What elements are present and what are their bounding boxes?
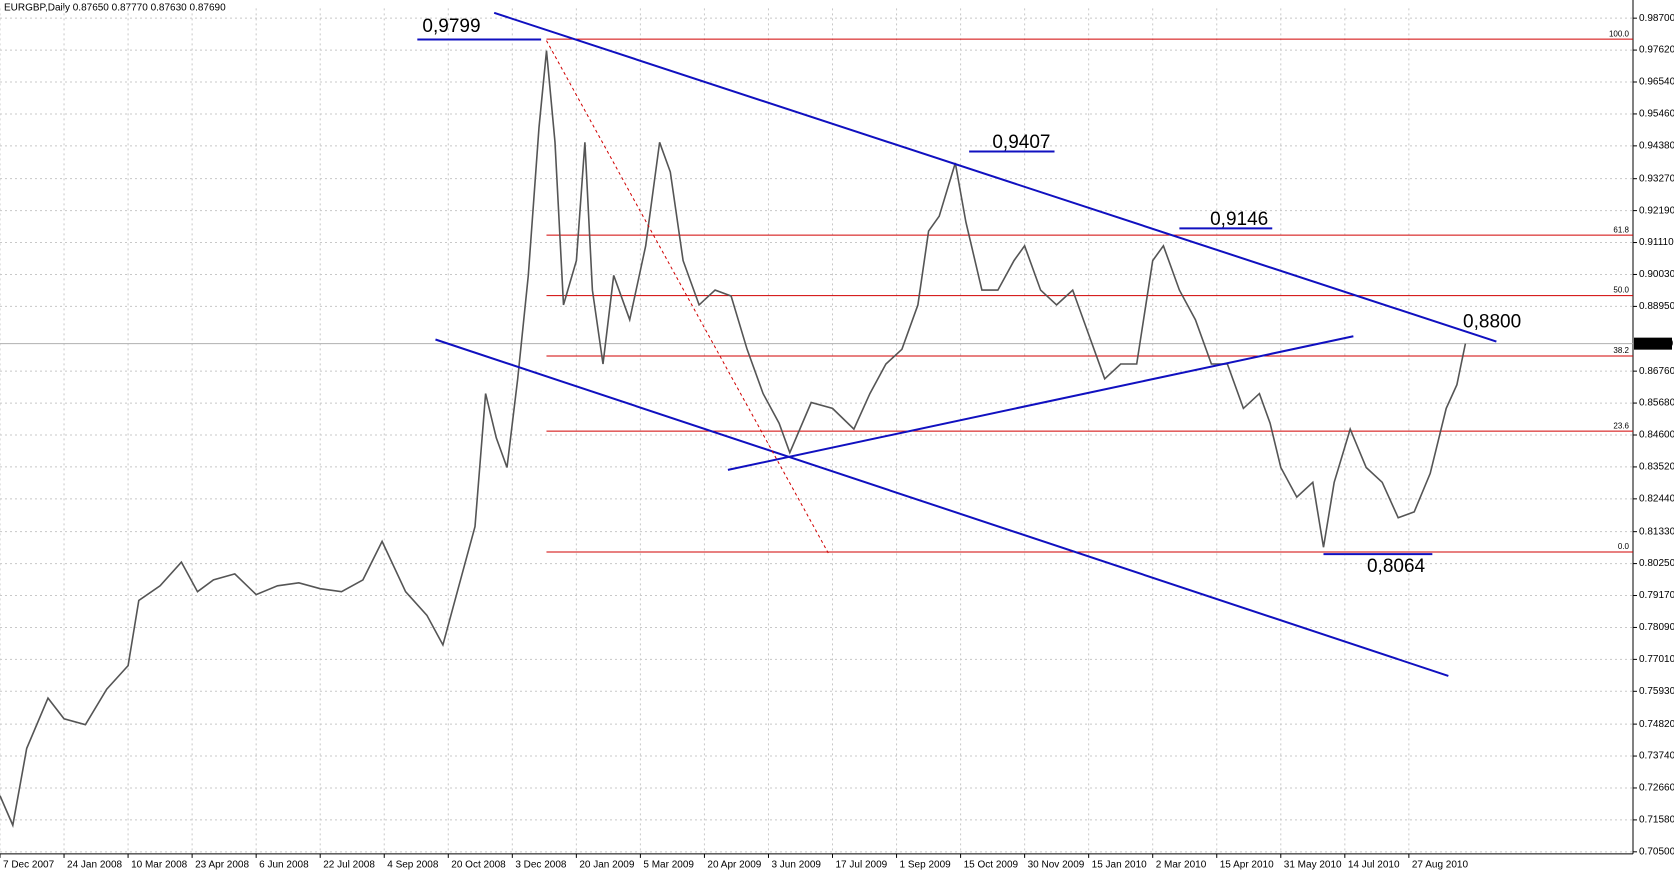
price-annotation: 0,9407 [992,132,1050,153]
y-tick-label: 0.83520 [1639,462,1674,473]
trendline [727,335,1354,471]
x-tick-label: 3 Dec 2008 [515,860,567,871]
y-tick-label: 0.93270 [1639,173,1674,184]
x-tick-label: 15 Apr 2010 [1220,860,1274,871]
x-tick-label: 22 Jul 2008 [323,860,375,871]
y-tick-label: 0.70500 [1639,846,1674,857]
y-tick-label: 0.71580 [1639,815,1674,826]
x-tick-label: 5 Mar 2009 [643,860,694,871]
y-tick-label: 0.80250 [1639,558,1674,569]
fib-label: 0.0 [1618,542,1630,551]
y-tick-label: 0.81330 [1639,526,1674,537]
y-tick-label: 0.98700 [1639,13,1674,24]
y-tick-label: 0.88950 [1639,301,1674,312]
chart-title: EURGBP,Daily 0.87650 0.87770 0.87630 0.8… [4,3,226,14]
y-tick-label: 0.95460 [1639,109,1674,120]
y-tick-label: 0.78090 [1639,622,1674,633]
y-tick-label: 0.97620 [1639,45,1674,56]
price-annotation: 0,8064 [1367,556,1426,577]
fib-label: 50.0 [1613,286,1629,295]
y-tick-label: 0.73740 [1639,751,1674,762]
x-tick-label: 6 Jun 2008 [259,860,309,871]
fib-label: 38.2 [1613,346,1629,355]
x-tick-label: 27 Aug 2010 [1412,860,1469,871]
x-tick-label: 14 Jul 2010 [1348,860,1400,871]
y-tick-label: 0.77010 [1639,654,1674,665]
x-tick-label: 20 Jan 2009 [579,860,634,871]
current-price-tag [1634,337,1672,350]
y-tick-label: 0.82440 [1639,493,1674,504]
x-tick-label: 7 Dec 2007 [3,860,55,871]
price-annotation: 0,9799 [422,16,480,37]
x-tick-label: 2 Mar 2010 [1156,860,1207,871]
y-tick-label: 0.79170 [1639,590,1674,601]
x-tick-label: 20 Apr 2009 [707,860,761,871]
x-tick-label: 17 Jul 2009 [836,860,888,871]
x-tick-label: 24 Jan 2008 [67,860,122,871]
fib-label: 23.6 [1613,421,1629,430]
y-tick-label: 0.85680 [1639,398,1674,409]
trendline [493,11,1497,343]
y-tick-label: 0.74820 [1639,719,1674,730]
y-tick-label: 0.91110 [1639,237,1674,248]
x-tick-label: 31 May 2010 [1284,860,1342,871]
y-tick-label: 0.86760 [1639,366,1674,377]
y-tick-label: 0.96540 [1639,77,1674,88]
x-tick-label: 20 Oct 2008 [451,860,506,871]
y-tick-label: 0.90030 [1639,269,1674,280]
y-tick-label: 0.75930 [1639,686,1674,697]
fib-label: 100.0 [1609,29,1630,38]
y-tick-label: 0.84600 [1639,430,1674,441]
current-price-label: 0.87690 [1637,338,1674,349]
trendline [546,40,829,554]
x-tick-label: 1 Sep 2009 [900,860,952,871]
y-tick-label: 0.92190 [1639,205,1674,216]
fib-label: 61.8 [1613,225,1629,234]
x-tick-label: 4 Sep 2008 [387,860,439,871]
price-line [0,50,1467,828]
y-tick-label: 0.94380 [1639,141,1674,152]
x-tick-label: 10 Mar 2008 [131,860,188,871]
trendline [435,338,1449,677]
x-tick-label: 15 Jan 2010 [1092,860,1147,871]
x-tick-label: 30 Nov 2009 [1028,860,1085,871]
x-tick-label: 3 Jun 2009 [771,860,821,871]
price-annotation: 0,9146 [1210,209,1268,230]
x-tick-label: 15 Oct 2009 [964,860,1019,871]
y-tick-label: 0.72660 [1639,783,1674,794]
price-annotation: 0,8800 [1463,311,1521,332]
x-tick-label: 23 Apr 2008 [195,860,249,871]
